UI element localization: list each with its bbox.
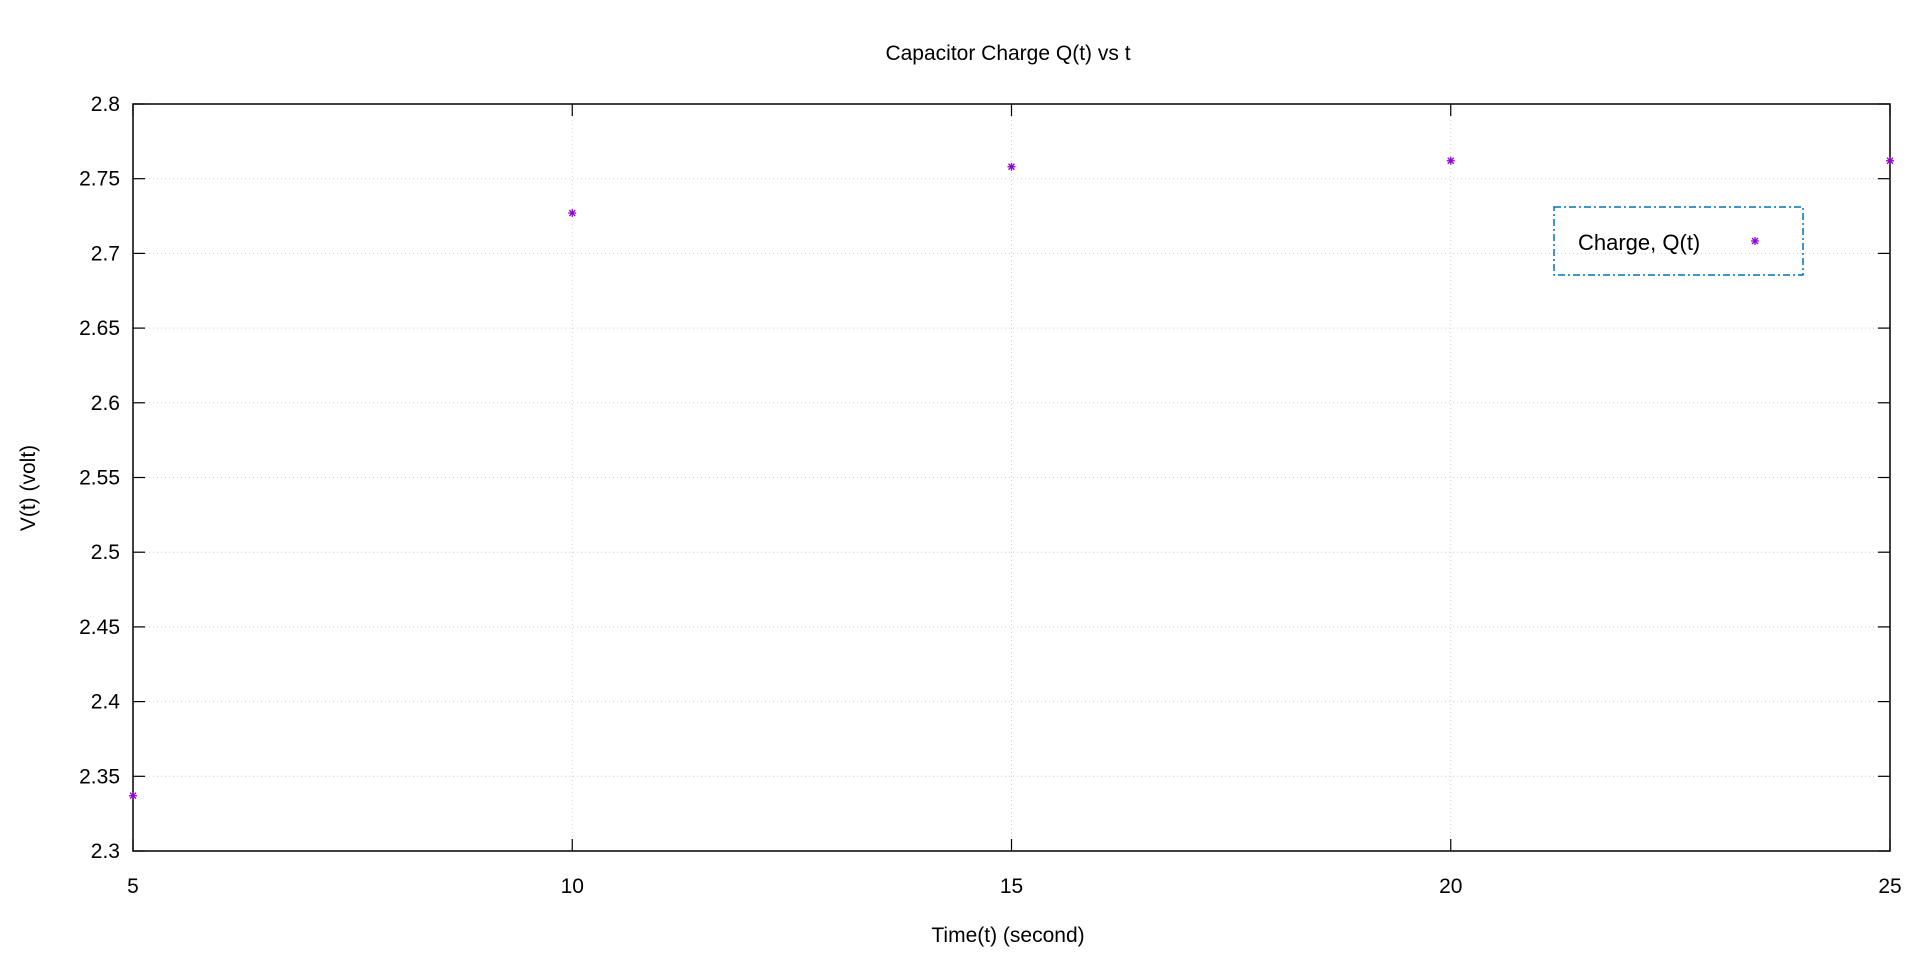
- y-tick-label: 2.3: [91, 840, 120, 863]
- y-tick-label: 2.5: [91, 541, 120, 564]
- marker-stroke: [1886, 157, 1894, 165]
- y-tick-label: 2.6: [91, 392, 120, 415]
- y-tick-labels: 2.3 2.35 2.4 2.45 2.5 2.55 2.6 2.65 2.7 2.75 2.8: [79, 93, 120, 863]
- y-tick-label: 2.75: [79, 168, 120, 191]
- x-tick-label: 5: [127, 875, 139, 898]
- y-tick-label: 2.7: [91, 242, 120, 265]
- data-point: [1886, 156, 1894, 165]
- y-tick-label: 2.55: [79, 467, 120, 490]
- y-tick-label: 2.45: [79, 616, 120, 639]
- legend-marker-star: [1751, 237, 1759, 245]
- x-axis-label: Time(t) (second): [931, 924, 1084, 947]
- data-point: [568, 209, 577, 218]
- data-point: [1446, 156, 1455, 165]
- y-tick-label: 2.35: [79, 765, 120, 788]
- marker-stroke: [129, 792, 137, 800]
- y-axis-label: V(t) (volt): [17, 445, 40, 531]
- y-tick-label: 2.65: [79, 317, 120, 340]
- x-tick-labels: 5 10 15 20 25: [127, 875, 1902, 898]
- marker-stroke: [568, 209, 576, 217]
- x-tick-label: 10: [561, 875, 584, 898]
- data-point: [1007, 162, 1016, 171]
- chart-title: Capacitor Charge Q(t) vs t: [885, 42, 1130, 65]
- y-tick-label: 2.4: [91, 691, 121, 714]
- marker-stroke: [1751, 237, 1759, 245]
- legend: Charge, Q(t): [1553, 206, 1804, 276]
- data-point: [129, 791, 137, 800]
- legend-marker: [1751, 237, 1759, 245]
- x-tick-label: 25: [1878, 875, 1901, 898]
- marker-stroke: [1008, 163, 1015, 171]
- x-tick-label: 20: [1439, 875, 1462, 898]
- legend-label: Charge, Q(t): [1578, 230, 1700, 255]
- y-tick-label: 2.8: [91, 93, 120, 116]
- legend-box: [1553, 206, 1804, 276]
- data-points: [129, 156, 1894, 800]
- x-tick-label: 15: [1000, 875, 1023, 898]
- marker-stroke: [1447, 157, 1455, 165]
- plot-border: [132, 103, 1891, 852]
